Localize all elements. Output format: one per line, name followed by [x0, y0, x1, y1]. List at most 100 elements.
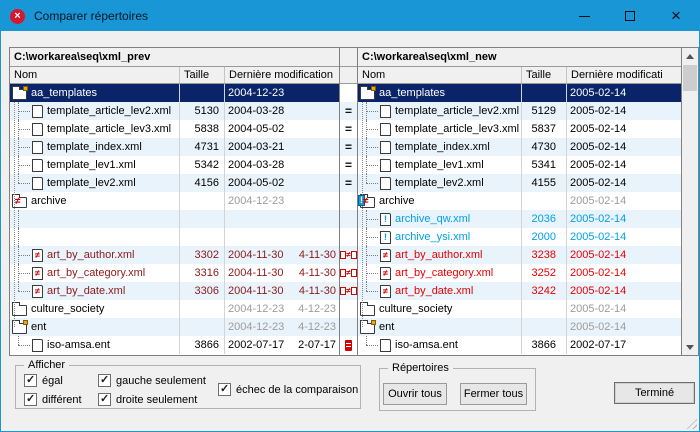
empty-row[interactable] — [10, 210, 339, 228]
column-header-size[interactable]: Taille — [180, 67, 225, 83]
checkbox-icon[interactable] — [98, 393, 111, 406]
file-excl-icon: ! — [380, 212, 391, 226]
tree-line — [12, 156, 32, 174]
item-size — [180, 84, 225, 102]
file-row[interactable]: template_article_lev3.xml 5838 2004-05-02 — [10, 120, 339, 138]
item-name: culture_society — [31, 303, 105, 315]
item-size: 4731 — [180, 138, 225, 156]
item-name: culture_society — [379, 303, 453, 315]
item-date: 2005-02-14 — [570, 123, 627, 135]
file-row[interactable]: template_lev2.xml 4156 2004-05-02 — [10, 174, 339, 192]
checkbox-icon[interactable] — [24, 374, 37, 387]
item-name: archive — [379, 195, 415, 207]
equal-icon: = — [344, 104, 352, 118]
file-row[interactable]: ! archive_ysi.xml 2000 2005-02-14 — [358, 228, 681, 246]
filter-checkbox-4[interactable]: échec de la comparaison — [218, 383, 358, 396]
folder-row[interactable]: ent 2004-12-23 4-12-23 — [10, 318, 339, 336]
folder-badge-icon — [360, 319, 376, 334]
checkbox-label: droite seulement — [116, 393, 198, 406]
scrollbar-thumb[interactable] — [683, 65, 697, 91]
column-header-size[interactable]: Taille — [522, 67, 567, 83]
item-date-clipped: 2-07-17 — [298, 339, 336, 351]
file-row[interactable]: ≠ art_by_date.xml 3242 2005-02-14 — [358, 282, 681, 300]
folder-row[interactable]: ent 2005-02-14 — [358, 318, 681, 336]
right-pane-column-header[interactable]: Nom Taille Dernière modificati — [358, 67, 681, 84]
file-row[interactable]: ≠ art_by_date.xml 3306 2004-11-30 4-11-30 — [10, 282, 339, 300]
tree-line — [12, 282, 32, 300]
checkbox-label: égal — [42, 374, 63, 387]
filter-checkbox-2[interactable]: gauche seulement — [98, 374, 206, 387]
file-row[interactable]: ! archive_qw.xml 2036 2005-02-14 — [358, 210, 681, 228]
file-row[interactable]: iso-amsa.ent 3866 2002-07-17 2-07-17 — [10, 336, 339, 354]
file-row[interactable]: ≠ art_by_category.xml 3316 2004-11-30 4-11-3… — [10, 264, 339, 282]
scroll-up-button[interactable] — [682, 48, 698, 64]
column-header-name[interactable]: Nom — [10, 67, 180, 83]
file-icon — [380, 104, 391, 118]
item-date-clipped: 4-11-30 — [298, 267, 336, 279]
file-row[interactable]: template_article_lev2.xml 5130 2004-03-28 — [10, 102, 339, 120]
resize-grip[interactable] — [684, 416, 697, 429]
filter-checkbox-3[interactable]: droite seulement — [98, 393, 197, 406]
compare-result-neq: ≠ — [340, 264, 357, 282]
file-row[interactable]: template_lev1.xml 5341 2005-02-14 — [358, 156, 681, 174]
item-size — [180, 210, 225, 228]
file-row[interactable]: ≠ art_by_category.xml 3252 2005-02-14 — [358, 264, 681, 282]
tree-line — [360, 120, 380, 138]
compare-result-eq: = — [340, 102, 357, 120]
item-name: template_index.xml — [395, 141, 490, 153]
folder-row[interactable]: aa_templates 2004-12-23 — [10, 84, 339, 102]
item-size: 3252 — [522, 264, 567, 282]
file-row[interactable]: template_index.xml 4731 2004-03-21 — [10, 138, 339, 156]
folder-row[interactable]: ≠ archive 2004-12-23 — [10, 192, 339, 210]
file-row[interactable]: template_article_lev2.xml 5129 2005-02-14 — [358, 102, 681, 120]
folder-row[interactable]: aa_templates 2005-02-14 — [358, 84, 681, 102]
column-header-modified[interactable]: Dernière modificati — [571, 69, 663, 81]
minimize-button[interactable] — [561, 1, 607, 31]
filter-checkbox-0[interactable]: égal — [24, 374, 63, 387]
compare-result-none — [340, 192, 357, 210]
file-row[interactable]: ≠ art_by_author.xml 3238 2005-02-14 — [358, 246, 681, 264]
folder-row[interactable]: culture_society 2005-02-14 — [358, 300, 681, 318]
item-date: 2004-03-28 — [228, 159, 285, 171]
file-icon — [32, 140, 43, 154]
left-pane-column-header[interactable]: Nom Taille Dernière modification — [10, 67, 339, 84]
right-pane-rows: aa_templates 2005-02-14 template_article_l… — [358, 84, 681, 355]
item-date: 2005-02-14 — [570, 303, 627, 315]
close-button[interactable]: × — [653, 1, 699, 31]
item-date: 2004-12-23 — [228, 321, 285, 333]
checkbox-icon[interactable] — [218, 383, 231, 396]
file-icon — [380, 176, 391, 190]
item-name: art_by_date.xml — [395, 285, 474, 297]
tree-line — [12, 120, 32, 138]
file-row[interactable]: template_article_lev3.xml 5837 2005-02-14 — [358, 120, 681, 138]
open-all-button[interactable]: Ouvrir tous — [383, 383, 447, 405]
scroll-down-button[interactable] — [682, 339, 698, 355]
item-name: template_lev1.xml — [47, 159, 136, 171]
file-row[interactable]: template_lev1.xml 5342 2004-03-28 — [10, 156, 339, 174]
column-header-modified[interactable]: Dernière modification — [229, 69, 333, 81]
tree-line — [360, 156, 380, 174]
checkbox-icon[interactable] — [98, 374, 111, 387]
vertical-scrollbar[interactable] — [682, 48, 698, 355]
maximize-button[interactable] — [607, 1, 653, 31]
file-row[interactable]: iso-amsa.ent 3866 2002-07-17 — [358, 336, 681, 354]
filter-checkbox-1[interactable]: différent — [24, 393, 82, 406]
done-button[interactable]: Terminé — [614, 382, 695, 404]
column-header-name[interactable]: Nom — [358, 67, 522, 83]
file-row[interactable]: ≠ art_by_author.xml 3302 2004-11-30 4-11-30 — [10, 246, 339, 264]
item-name: ent — [31, 321, 47, 333]
empty-row[interactable] — [10, 228, 339, 246]
item-size — [180, 228, 225, 246]
equal-icon: = — [344, 158, 352, 172]
file-row[interactable]: template_index.xml 4730 2005-02-14 — [358, 138, 681, 156]
item-size: 5341 — [522, 156, 567, 174]
tree-line — [12, 138, 32, 156]
file-row[interactable]: template_lev2.xml 4155 2005-02-14 — [358, 174, 681, 192]
checkbox-icon[interactable] — [24, 393, 37, 406]
item-name: aa_templates — [31, 87, 98, 99]
compare-result-none — [340, 84, 357, 102]
close-all-button[interactable]: Fermer tous — [460, 383, 527, 405]
item-date: 2005-02-14 — [570, 231, 627, 243]
folder-row[interactable]: ! ≠ archive 2005-02-14 — [358, 192, 681, 210]
folder-row[interactable]: culture_society 2004-12-23 4-12-23 — [10, 300, 339, 318]
